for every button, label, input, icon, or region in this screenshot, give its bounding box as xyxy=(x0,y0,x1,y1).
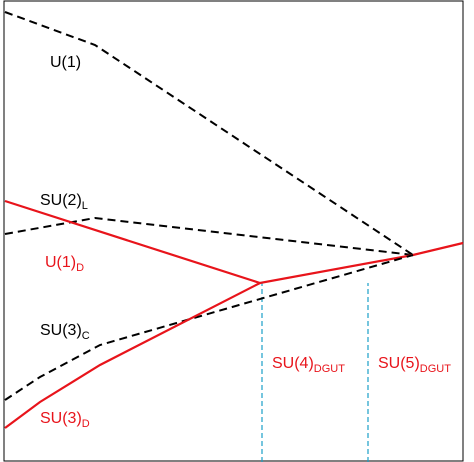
threshold-label-main: SU(4) xyxy=(272,355,314,372)
series-label-sub: D xyxy=(76,262,84,274)
threshold-label-sub: DGUT xyxy=(314,363,345,375)
series-line xyxy=(4,199,464,285)
series-line xyxy=(4,216,414,256)
series-label: SU(3)D xyxy=(40,410,90,430)
plot-frame xyxy=(3,0,464,462)
series-label-sub: L xyxy=(82,200,88,212)
series-label-sub: D xyxy=(82,418,90,430)
threshold-label: SU(5)DGUT xyxy=(378,355,451,375)
series-line xyxy=(4,282,261,429)
threshold-label: SU(4)DGUT xyxy=(272,355,345,375)
series-label-sub: C xyxy=(82,330,90,342)
series-label: SU(2)L xyxy=(40,192,88,212)
series-label-main: SU(3) xyxy=(40,410,82,427)
series-label-main: U(1) xyxy=(50,54,81,71)
series-label: SU(3)C xyxy=(40,322,90,342)
threshold-label-main: SU(5) xyxy=(378,355,420,372)
threshold-label-sub: DGUT xyxy=(420,363,451,375)
series-line xyxy=(4,11,414,256)
series-label: U(1) xyxy=(50,54,81,71)
series-label-main: U(1) xyxy=(45,254,76,271)
series-label-main: SU(2) xyxy=(40,192,82,209)
series-label-main: SU(3) xyxy=(40,322,82,339)
series-line xyxy=(4,254,414,401)
series-label: U(1)D xyxy=(45,254,84,274)
